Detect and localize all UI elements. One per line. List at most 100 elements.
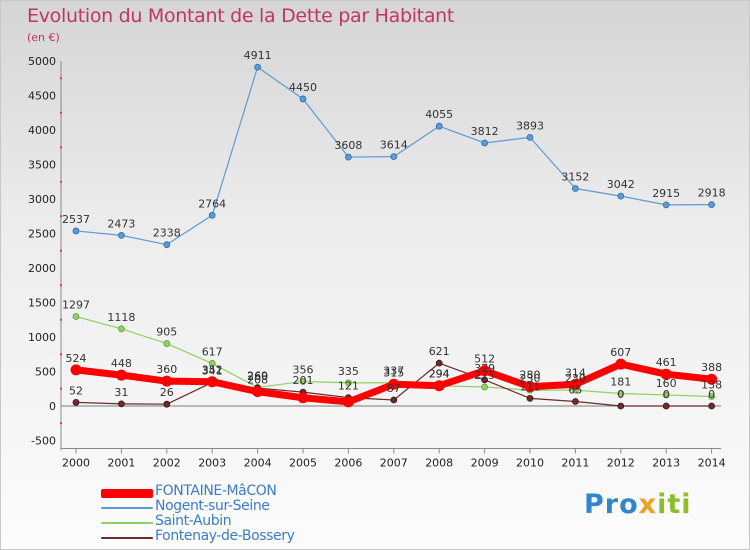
legend-label: Saint-Aubin	[155, 513, 232, 529]
x-tick-label: 2006	[334, 457, 362, 470]
x-tick-label: 2005	[289, 457, 317, 470]
data-point	[344, 379, 352, 387]
data-label: 448	[111, 357, 132, 370]
data-point	[118, 231, 125, 239]
data-label: 294	[429, 368, 450, 381]
data-label: 352	[202, 364, 223, 377]
data-label: 3893	[516, 119, 544, 132]
y-minor-tick	[60, 146, 62, 149]
y-minor-tick	[60, 284, 62, 287]
data-label: 3152	[561, 171, 589, 184]
data-label: 4911	[244, 49, 272, 62]
data-point	[617, 192, 625, 200]
data-point	[572, 185, 579, 192]
data-label: 0	[663, 388, 670, 401]
data-label: 341	[202, 364, 223, 377]
data-label: 315	[383, 366, 404, 379]
data-point	[206, 376, 218, 388]
data-label: 2473	[107, 217, 135, 230]
data-point	[208, 211, 216, 219]
brand-logo: Proxiti	[584, 489, 692, 520]
x-tick-label: 2010	[516, 457, 544, 470]
data-label: 3042	[607, 178, 635, 191]
y-tick-label: 3500	[28, 159, 56, 172]
data-point	[163, 340, 171, 347]
data-point	[163, 400, 171, 408]
data-point	[390, 153, 398, 161]
x-tick-label: 2008	[425, 457, 453, 470]
data-point	[72, 313, 80, 320]
data-label: 2537	[62, 213, 90, 226]
data-point	[615, 358, 627, 370]
data-label: 52	[69, 384, 83, 397]
data-label: 4450	[289, 81, 317, 94]
data-point	[72, 399, 80, 406]
y-tick-label: 1000	[28, 331, 56, 344]
brand-part-1: Pro	[584, 489, 639, 520]
data-point	[161, 375, 173, 387]
data-label: 201	[293, 374, 314, 387]
data-point	[572, 398, 579, 405]
data-point	[481, 383, 489, 391]
legend-swatch	[101, 522, 153, 524]
data-label: 230	[520, 372, 541, 385]
data-label: 280	[520, 369, 541, 382]
data-point	[344, 153, 352, 161]
data-label: 621	[429, 345, 450, 358]
data-point	[115, 369, 127, 381]
data-point	[481, 376, 489, 384]
y-tick-label: 2000	[28, 262, 56, 275]
data-point	[118, 325, 125, 333]
data-label: 2338	[153, 227, 181, 240]
data-point	[163, 241, 171, 249]
data-point	[435, 122, 443, 130]
legend-swatch	[101, 488, 153, 498]
data-label: 275	[474, 369, 495, 382]
data-label: 208	[247, 374, 268, 387]
data-point	[435, 359, 443, 367]
y-tick-label: 2500	[28, 228, 56, 241]
x-tick-label: 2012	[607, 457, 635, 470]
data-label: 335	[338, 365, 359, 378]
data-label: 111	[520, 380, 541, 393]
brand-part-3: iti	[657, 489, 692, 520]
series-layer	[70, 63, 718, 410]
y-minor-tick	[60, 77, 62, 80]
y-minor-tick	[60, 353, 62, 356]
data-label: 337	[383, 365, 404, 378]
legend-label: Nogent-sur-Seine	[155, 498, 270, 514]
data-point	[662, 391, 670, 399]
data-point	[208, 360, 216, 367]
data-label: 4055	[425, 108, 453, 121]
axes: -500 0 500 1000 1500 2000 2500 3000 3500 4000 4500…	[28, 55, 726, 470]
data-label: 524	[66, 352, 87, 365]
data-label: 31	[114, 386, 128, 399]
data-label: 121	[338, 380, 359, 393]
y-tick-label: 3000	[28, 193, 56, 206]
legend-swatch	[101, 537, 153, 539]
data-point	[526, 394, 534, 402]
data-label: 87	[387, 382, 401, 395]
y-minor-tick	[60, 387, 62, 390]
y-tick-label: 5000	[28, 55, 56, 68]
data-label: 512	[474, 353, 495, 366]
data-label: 260	[247, 370, 268, 383]
data-label: 379	[474, 362, 495, 375]
y-tick-label: 0	[49, 400, 56, 413]
data-point	[526, 133, 534, 141]
data-label: 905	[156, 326, 177, 339]
data-point	[708, 393, 715, 400]
data-point	[617, 390, 625, 397]
data-point	[481, 139, 489, 147]
x-tick-label: 2014	[698, 457, 726, 470]
legend-label: Fontenay-de-Bossery	[155, 528, 295, 544]
data-label: 3608	[334, 139, 362, 152]
data-label: 356	[293, 363, 314, 376]
data-point	[297, 392, 309, 404]
data-labels: 524 448 360 352 208 315 294 512 280 314 607 461 388 2…	[62, 49, 726, 401]
y-tick-label: 500	[35, 366, 56, 379]
data-label: 3614	[380, 139, 408, 152]
legend-swatch	[101, 507, 153, 509]
data-point	[708, 201, 715, 209]
